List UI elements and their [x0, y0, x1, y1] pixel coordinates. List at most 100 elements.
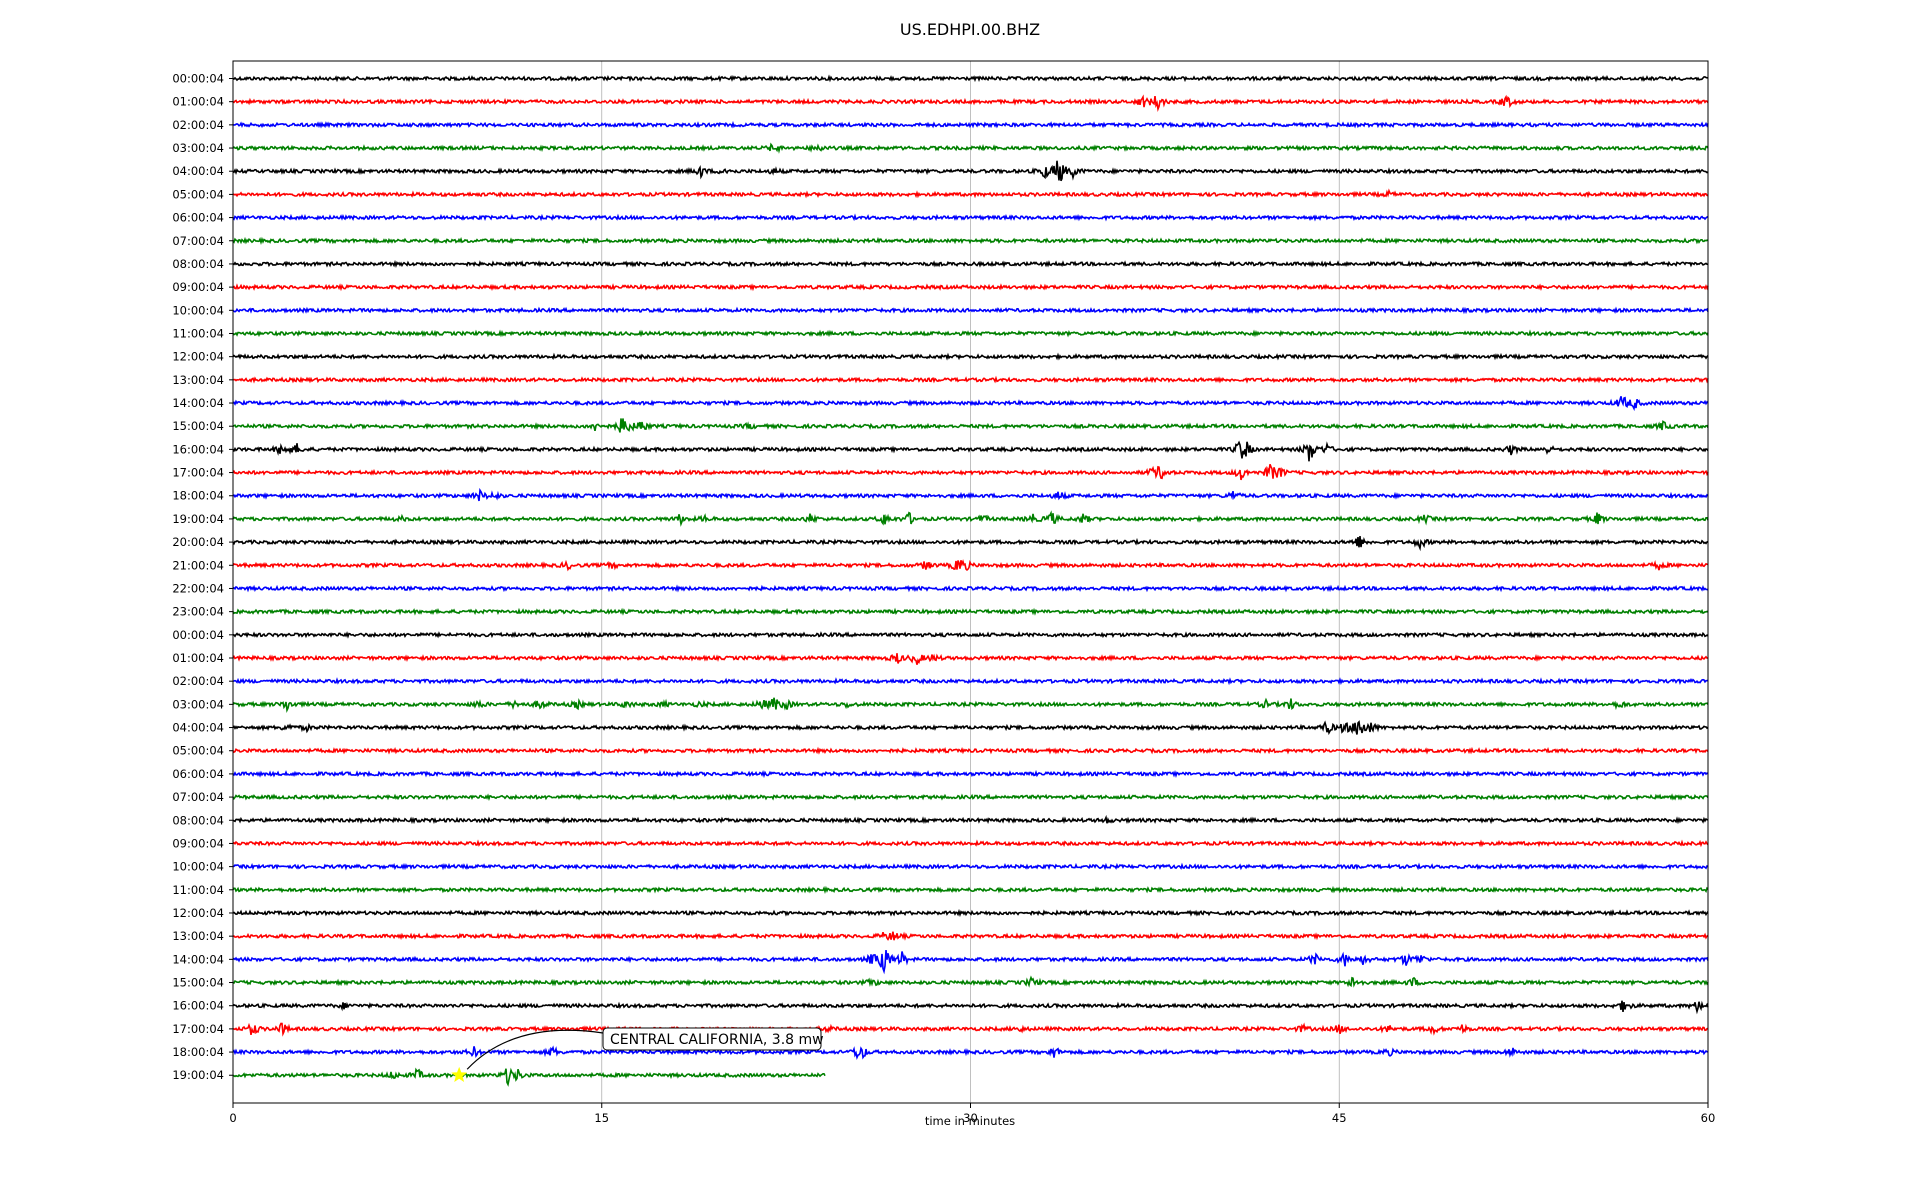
trace-row-30 — [232, 769, 1709, 779]
trace-row-40 — [232, 1000, 1709, 1015]
row-label-41: 17:00:04 — [172, 1022, 224, 1036]
x-tick-label-3: 45 — [1332, 1111, 1347, 1125]
x-ticks: 0 15 30 45 60 — [229, 1103, 1715, 1125]
row-label-37: 13:00:04 — [172, 929, 224, 943]
trace-row-27 — [232, 697, 1709, 714]
row-label-38: 14:00:04 — [172, 952, 224, 966]
trace-row-23 — [232, 607, 1709, 616]
trace-row-33 — [232, 839, 1709, 848]
trace-row-35 — [232, 885, 1709, 895]
trace-row-19 — [232, 510, 1709, 527]
trace-row-41 — [232, 1022, 1709, 1037]
row-label-11: 11:00:04 — [172, 326, 224, 340]
row-label-4: 04:00:04 — [172, 164, 224, 178]
row-label-30: 06:00:04 — [172, 767, 224, 781]
row-label-40: 16:00:04 — [172, 999, 224, 1013]
row-label-8: 08:00:04 — [172, 257, 224, 271]
trace-row-37 — [232, 931, 1709, 941]
row-label-19: 19:00:04 — [172, 512, 224, 526]
row-label-42: 18:00:04 — [172, 1045, 224, 1059]
row-label-29: 05:00:04 — [172, 744, 224, 758]
event-star-marker — [451, 1066, 468, 1083]
trace-row-16 — [232, 440, 1709, 462]
trace-row-43 — [232, 1067, 826, 1087]
trace-row-29 — [232, 746, 1709, 755]
trace-row-1 — [232, 94, 1709, 112]
row-label-17: 17:00:04 — [172, 466, 224, 480]
trace-row-21 — [232, 559, 1709, 572]
trace-row-26 — [232, 677, 1709, 686]
row-label-43: 19:00:04 — [172, 1068, 224, 1082]
trace-row-25 — [232, 653, 1709, 665]
row-label-39: 15:00:04 — [172, 976, 224, 990]
row-label-16: 16:00:04 — [172, 442, 224, 456]
trace-row-7 — [232, 236, 1709, 245]
row-label-33: 09:00:04 — [172, 836, 224, 850]
row-label-36: 12:00:04 — [172, 906, 224, 920]
trace-row-2 — [232, 120, 1709, 129]
row-label-31: 07:00:04 — [172, 790, 224, 804]
row-label-18: 18:00:04 — [172, 489, 224, 503]
event-annotation: CENTRAL CALIFORNIA, 3.8 mw — [451, 1027, 824, 1083]
trace-row-24 — [232, 630, 1709, 639]
trace-row-3 — [232, 142, 1709, 154]
row-label-5: 05:00:04 — [172, 187, 224, 201]
annotation-text: CENTRAL CALIFORNIA, 3.8 mw — [610, 1032, 824, 1048]
trace-row-15 — [232, 418, 1709, 433]
row-label-2: 02:00:04 — [172, 118, 224, 132]
trace-row-0 — [232, 74, 1709, 83]
trace-row-13 — [232, 375, 1709, 384]
x-tick-label-0: 0 — [229, 1111, 236, 1125]
annotation-box — [602, 1027, 822, 1051]
trace-row-4 — [232, 160, 1709, 182]
row-label-35: 11:00:04 — [172, 883, 224, 897]
trace-row-32 — [232, 814, 1709, 825]
row-label-22: 22:00:04 — [172, 581, 224, 595]
row-label-12: 12:00:04 — [172, 350, 224, 364]
trace-row-31 — [232, 793, 1709, 801]
row-label-14: 14:00:04 — [172, 396, 224, 410]
trace-row-5 — [232, 188, 1709, 199]
plot-frame — [232, 60, 1709, 1104]
row-label-0: 00:00:04 — [172, 72, 224, 86]
seismic-traces — [232, 74, 1709, 1087]
row-label-15: 15:00:04 — [172, 419, 224, 433]
trace-row-38 — [232, 950, 1709, 975]
row-label-13: 13:00:04 — [172, 373, 224, 387]
row-label-6: 06:00:04 — [172, 211, 224, 225]
row-label-3: 03:00:04 — [172, 141, 224, 155]
annotation-arrow — [466, 1029, 604, 1070]
chart-title: US.EDHPI.00.BHZ — [900, 20, 1040, 39]
trace-row-39 — [232, 975, 1709, 988]
trace-row-34 — [232, 862, 1709, 871]
trace-row-22 — [232, 584, 1709, 593]
trace-row-36 — [232, 908, 1709, 918]
row-label-7: 07:00:04 — [172, 234, 224, 248]
grid-lines — [601, 61, 1340, 1103]
trace-row-18 — [232, 487, 1709, 502]
trace-row-8 — [232, 259, 1709, 269]
row-label-23: 23:00:04 — [172, 605, 224, 619]
row-label-1: 01:00:04 — [172, 95, 224, 109]
trace-row-28 — [232, 720, 1709, 736]
trace-row-6 — [232, 213, 1709, 222]
trace-row-12 — [232, 352, 1709, 361]
row-label-10: 10:00:04 — [172, 303, 224, 317]
trace-row-20 — [232, 535, 1709, 552]
row-label-25: 01:00:04 — [172, 651, 224, 665]
trace-row-9 — [232, 283, 1709, 292]
row-labels: 00:00:04 01:00:04 02:00:04 03:00:04 04:00:04… — [172, 72, 233, 1082]
x-tick-label-1: 15 — [594, 1111, 609, 1125]
row-label-24: 00:00:04 — [172, 628, 224, 642]
trace-row-42 — [232, 1045, 1709, 1060]
trace-row-17 — [232, 463, 1709, 481]
trace-row-14 — [232, 396, 1709, 412]
trace-row-11 — [232, 329, 1709, 338]
trace-row-10 — [232, 306, 1709, 315]
row-label-9: 09:00:04 — [172, 280, 224, 294]
row-label-21: 21:00:04 — [172, 558, 224, 572]
x-axis-label: time in minutes — [925, 1114, 1015, 1128]
row-label-20: 20:00:04 — [172, 535, 224, 549]
x-tick-label-2: 30 — [963, 1111, 978, 1125]
